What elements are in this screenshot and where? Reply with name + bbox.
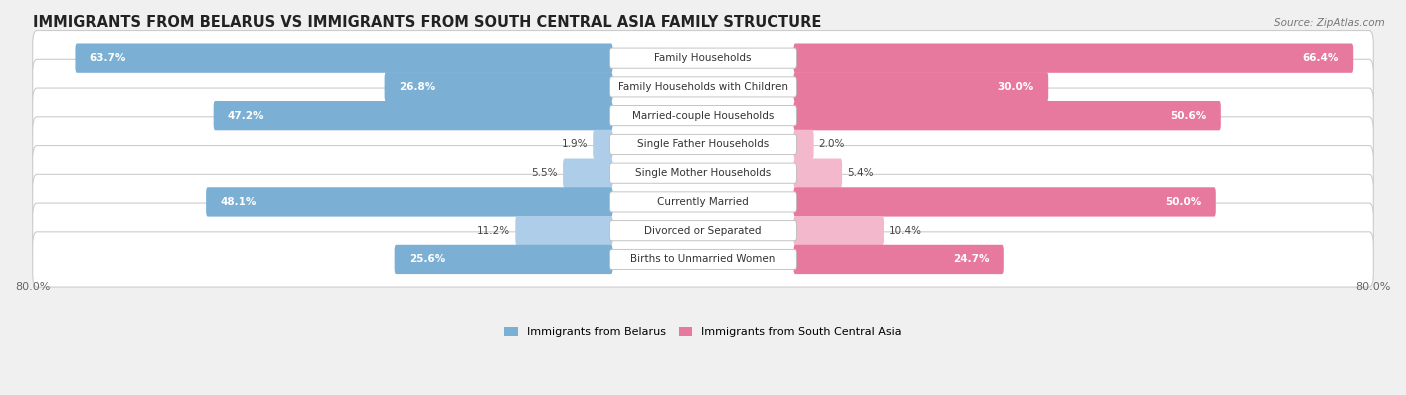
FancyBboxPatch shape xyxy=(516,216,613,245)
FancyBboxPatch shape xyxy=(593,130,613,159)
Text: Divorced or Separated: Divorced or Separated xyxy=(644,226,762,236)
FancyBboxPatch shape xyxy=(610,77,796,97)
FancyBboxPatch shape xyxy=(610,249,796,269)
FancyBboxPatch shape xyxy=(32,117,1374,172)
Text: 50.0%: 50.0% xyxy=(1166,197,1202,207)
Text: Source: ZipAtlas.com: Source: ZipAtlas.com xyxy=(1274,18,1385,28)
Text: Family Households: Family Households xyxy=(654,53,752,63)
FancyBboxPatch shape xyxy=(32,232,1374,287)
FancyBboxPatch shape xyxy=(793,101,1220,130)
FancyBboxPatch shape xyxy=(395,245,613,274)
Text: 5.5%: 5.5% xyxy=(531,168,558,178)
Text: Family Households with Children: Family Households with Children xyxy=(619,82,787,92)
Text: Births to Unmarried Women: Births to Unmarried Women xyxy=(630,254,776,264)
FancyBboxPatch shape xyxy=(207,187,613,216)
FancyBboxPatch shape xyxy=(793,158,842,188)
Text: 48.1%: 48.1% xyxy=(221,197,257,207)
FancyBboxPatch shape xyxy=(32,30,1374,86)
FancyBboxPatch shape xyxy=(610,134,796,154)
Text: Currently Married: Currently Married xyxy=(657,197,749,207)
FancyBboxPatch shape xyxy=(32,203,1374,258)
Text: Married-couple Households: Married-couple Households xyxy=(631,111,775,120)
FancyBboxPatch shape xyxy=(32,59,1374,115)
FancyBboxPatch shape xyxy=(610,192,796,212)
FancyBboxPatch shape xyxy=(32,146,1374,201)
Text: 2.0%: 2.0% xyxy=(818,139,845,149)
FancyBboxPatch shape xyxy=(610,48,796,68)
FancyBboxPatch shape xyxy=(793,43,1353,73)
FancyBboxPatch shape xyxy=(793,245,1004,274)
FancyBboxPatch shape xyxy=(32,174,1374,229)
Text: 25.6%: 25.6% xyxy=(409,254,446,264)
FancyBboxPatch shape xyxy=(793,216,884,245)
FancyBboxPatch shape xyxy=(793,187,1216,216)
FancyBboxPatch shape xyxy=(793,130,814,159)
Text: 50.6%: 50.6% xyxy=(1170,111,1206,120)
Text: 5.4%: 5.4% xyxy=(848,168,873,178)
Text: IMMIGRANTS FROM BELARUS VS IMMIGRANTS FROM SOUTH CENTRAL ASIA FAMILY STRUCTURE: IMMIGRANTS FROM BELARUS VS IMMIGRANTS FR… xyxy=(32,15,821,30)
FancyBboxPatch shape xyxy=(793,72,1049,102)
FancyBboxPatch shape xyxy=(610,163,796,183)
FancyBboxPatch shape xyxy=(76,43,613,73)
Text: 1.9%: 1.9% xyxy=(562,139,588,149)
FancyBboxPatch shape xyxy=(610,105,796,126)
FancyBboxPatch shape xyxy=(562,158,613,188)
FancyBboxPatch shape xyxy=(214,101,613,130)
Text: 11.2%: 11.2% xyxy=(477,226,510,236)
Text: 10.4%: 10.4% xyxy=(889,226,922,236)
Text: Single Father Households: Single Father Households xyxy=(637,139,769,149)
FancyBboxPatch shape xyxy=(610,221,796,241)
Text: 24.7%: 24.7% xyxy=(953,254,990,264)
Text: Single Mother Households: Single Mother Households xyxy=(636,168,770,178)
Text: 26.8%: 26.8% xyxy=(399,82,434,92)
FancyBboxPatch shape xyxy=(32,88,1374,143)
Text: 47.2%: 47.2% xyxy=(228,111,264,120)
Legend: Immigrants from Belarus, Immigrants from South Central Asia: Immigrants from Belarus, Immigrants from… xyxy=(505,327,901,337)
Text: 66.4%: 66.4% xyxy=(1302,53,1339,63)
FancyBboxPatch shape xyxy=(385,72,613,102)
Text: 30.0%: 30.0% xyxy=(998,82,1033,92)
Text: 63.7%: 63.7% xyxy=(90,53,127,63)
